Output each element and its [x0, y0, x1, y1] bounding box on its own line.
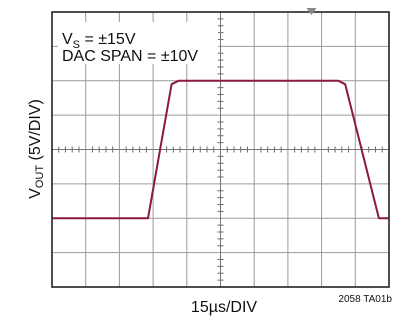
grid	[52, 12, 389, 287]
x-axis-label: 15µs/DIV	[191, 299, 257, 316]
trigger-marker	[306, 8, 317, 15]
plot-frame	[51, 11, 390, 288]
trace-layer	[52, 79, 389, 220]
supply-annotation: VS = ±15V	[62, 31, 136, 51]
figure-id: 2058 TA01b	[338, 294, 392, 305]
annotation-background	[58, 22, 218, 64]
dac-span-annotation: DAC SPAN = ±10V	[62, 48, 198, 65]
y-axis-label: VOUT (5V/DIV)	[27, 99, 46, 199]
vout-trace	[52, 79, 389, 220]
